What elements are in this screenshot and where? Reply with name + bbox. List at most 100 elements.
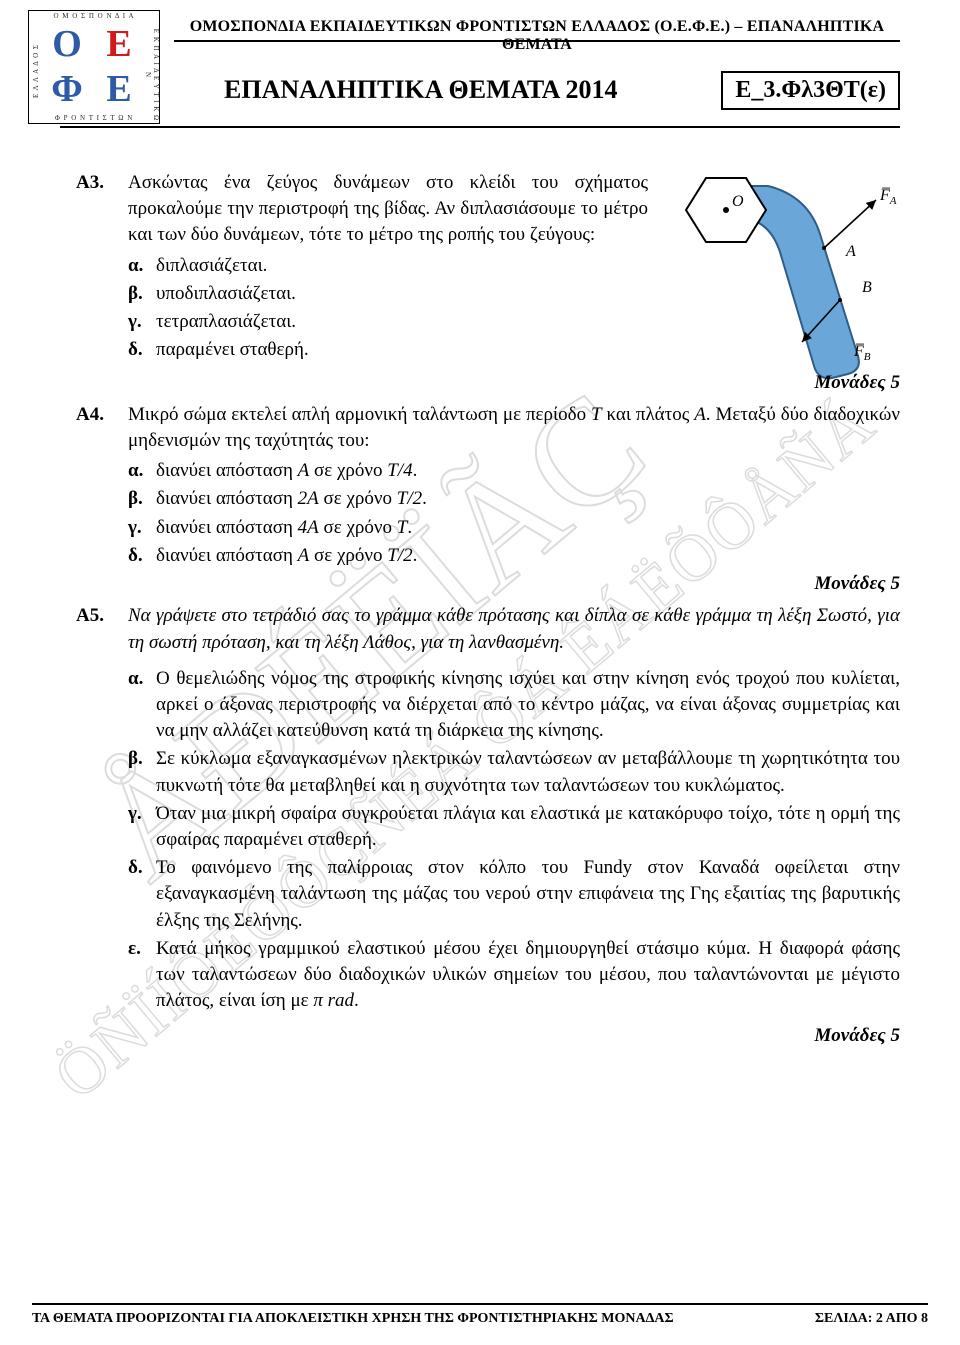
a5-marks: Μονάδες 5: [128, 1023, 900, 1049]
a5-opt-e: ε. Κατά μήκος γραμμικού ελαστικού μέσου …: [128, 936, 900, 1015]
a4d-T: Τ/2: [387, 545, 412, 566]
opt-label-b: β.: [128, 746, 156, 798]
a4a-p2: σε χρόνο: [309, 460, 387, 481]
a5-options: α. Ο θεμελιώδης νόμος της στροφικής κίνη…: [128, 666, 900, 1015]
a5-opt-c-text: Όταν μια μικρή σφαίρα συγκρούεται πλάγια…: [156, 801, 900, 853]
org-line: ΟΜΟΣΠΟΝΔΙΑ ΕΚΠΑΙΔΕΥΤΙΚΩΝ ΦΡΟΝΤΙΣΤΩΝ ΕΛΛΑ…: [174, 18, 900, 54]
a5-opt-c: γ. Όταν μια μικρή σφαίρα συγκρούεται πλά…: [128, 801, 900, 853]
opt-label-d: δ.: [128, 543, 156, 569]
logo-letter-e2: Ε: [93, 66, 145, 111]
a4-T: Τ: [591, 404, 602, 425]
logo-text-left: Ε Λ Λ Α Δ Ο Σ: [32, 36, 40, 106]
a5-opt-d-text: Το φαινόμενο της παλίρροιας στον κόλπο τ…: [156, 855, 900, 934]
a4-opt-a: α. διανύει απόσταση Α σε χρόνο Τ/4.: [128, 458, 900, 484]
a4-opt-c-text: διανύει απόσταση 4Α σε χρόνο Τ.: [156, 515, 900, 541]
a3-number: Α3.: [76, 170, 128, 366]
logo-letter-e1: Ε: [93, 21, 145, 66]
exam-code-box: Ε_3.Φλ3ΘΤ(ε): [721, 71, 900, 110]
a4-A: Α: [694, 404, 706, 425]
a5e-p2: π rad: [313, 990, 354, 1011]
a3-marks: Μονάδες 5: [76, 370, 900, 396]
opt-label-d: δ.: [128, 855, 156, 934]
logo-text-top: Ο Μ Ο Σ Π Ο Ν Δ Ι Α: [41, 12, 147, 20]
a4-body: Μικρό σώμα εκτελεί απλή αρμονική ταλάντω…: [128, 402, 900, 600]
opt-label-a: α.: [128, 666, 156, 745]
a4b-p1: διανύει απόσταση: [156, 488, 298, 509]
a3-opt-c-text: τετραπλασιάζεται.: [156, 309, 900, 335]
a4d-p3: .: [413, 545, 418, 566]
a3-options: α. διπλασιάζεται. β. υποδιπλασιάζεται. γ…: [128, 253, 900, 364]
title-row: ΕΠΑΝΑΛΗΠΤΙΚΑ ΘΕΜΑΤΑ 2014 Ε_3.Φλ3ΘΤ(ε): [174, 68, 900, 112]
opt-label-c: γ.: [128, 801, 156, 853]
a5e-p1: Κατά μήκος γραμμικού ελαστικού μέσου έχε…: [156, 938, 900, 1011]
a4-options: α. διανύει απόσταση Α σε χρόνο Τ/4. β. δ…: [128, 458, 900, 569]
a4b-T: Τ/2: [397, 488, 422, 509]
a4d-A: Α: [298, 545, 310, 566]
a4-stem-b: και πλάτος: [602, 404, 695, 425]
a5-opt-e-text: Κατά μήκος γραμμικού ελαστικού μέσου έχε…: [156, 936, 900, 1015]
opt-label-d: δ.: [128, 337, 156, 363]
a5-opt-b: β. Σε κύκλωμα εξαναγκασμένων ηλεκτρικών …: [128, 746, 900, 798]
opt-label-e: ε.: [128, 936, 156, 1015]
footer-left: ΤΑ ΘΕΜΑΤΑ ΠΡΟΟΡΙΖΟΝΤΑΙ ΓΙΑ ΑΠΟΚΛΕΙΣΤΙΚΗ …: [32, 1311, 674, 1327]
a4c-p3: .: [407, 517, 412, 538]
opt-label-a: α.: [128, 253, 156, 279]
a3-opt-a: α. διπλασιάζεται.: [128, 253, 900, 279]
a4-opt-d: δ. διανύει απόσταση Α σε χρόνο Τ/2.: [128, 543, 900, 569]
a4-number: Α4.: [76, 402, 128, 600]
header-rule-top: [174, 40, 900, 42]
a4-stem: Μικρό σώμα εκτελεί απλή αρμονική ταλάντω…: [128, 402, 900, 454]
a4b-p2: σε χρόνο: [319, 488, 397, 509]
a3-opt-c: γ. τετραπλασιάζεται.: [128, 309, 900, 335]
question-a4: Α4. Μικρό σώμα εκτελεί απλή αρμονική ταλ…: [76, 402, 900, 600]
logo-letter-phi: Φ: [41, 66, 93, 111]
a5-opt-a-text: Ο θεμελιώδης νόμος της στροφικής κίνησης…: [156, 666, 900, 745]
logo-text-right: Ε Κ Π Α Ι Δ Ε Υ Τ Ι Κ Ω Ν: [144, 28, 160, 122]
footer-right: ΣΕΛΙΔΑ: 2 ΑΠΟ 8: [815, 1311, 928, 1327]
question-a5: Α5. Να γράψετε στο τετράδιό σας το γράμμ…: [76, 603, 900, 1055]
a5-stem: Να γράψετε στο τετράδιό σας το γράμμα κά…: [128, 603, 900, 655]
a3-opt-a-text: διπλασιάζεται.: [156, 253, 900, 279]
a3-stem: Ασκώντας ένα ζεύγος δυνάμεων στο κλείδι …: [128, 170, 648, 249]
a4b-p3: .: [422, 488, 427, 509]
a4-opt-b: β. διανύει απόσταση 2Α σε χρόνο Τ/2.: [128, 486, 900, 512]
opt-label-c: γ.: [128, 515, 156, 541]
page: ΟΜΟΣΠΟΝΔΙΑ ΕΚΠΑΙΔΕΥΤΙΚΩΝ ΦΡΟΝΤΙΣΤΩΝ ΕΛΛΑ…: [0, 0, 960, 1345]
a4-marks: Μονάδες 5: [128, 571, 900, 597]
logo-letters: Ο Ε Φ Ε: [41, 21, 145, 111]
opt-label-b: β.: [128, 486, 156, 512]
a4a-p1: διανύει απόσταση: [156, 460, 298, 481]
a4c-A: 4Α: [298, 517, 319, 538]
a3-body: Ασκώντας ένα ζεύγος δυνάμεων στο κλείδι …: [128, 170, 900, 366]
a5-opt-b-text: Σε κύκλωμα εξαναγκασμένων ηλεκτρικών ταλ…: [156, 746, 900, 798]
a4d-p1: διανύει απόσταση: [156, 545, 298, 566]
a3-opt-b-text: υποδιπλασιάζεται.: [156, 281, 900, 307]
opt-label-c: γ.: [128, 309, 156, 335]
content-area: Α3. Ασκώντας ένα ζεύγος δυνάμεων στο κλε…: [76, 170, 900, 1059]
a4a-p3: .: [413, 460, 418, 481]
oefe-logo: Ο Μ Ο Σ Π Ο Ν Δ Ι Α Φ Ρ Ο Ν Τ Ι Σ Τ Ω Ν …: [28, 10, 160, 124]
a4-opt-b-text: διανύει απόσταση 2Α σε χρόνο Τ/2.: [156, 486, 900, 512]
a3-opt-b: β. υποδιπλασιάζεται.: [128, 281, 900, 307]
logo-text-bottom: Φ Ρ Ο Ν Τ Ι Σ Τ Ω Ν: [41, 114, 147, 122]
a4a-T: Τ/4: [387, 460, 412, 481]
a4-opt-a-text: διανύει απόσταση Α σε χρόνο Τ/4.: [156, 458, 900, 484]
a4d-p2: σε χρόνο: [309, 545, 387, 566]
a4c-p1: διανύει απόσταση: [156, 517, 298, 538]
a4c-T: Τ: [397, 517, 408, 538]
a5e-p3: .: [354, 990, 359, 1011]
a4-opt-c: γ. διανύει απόσταση 4Α σε χρόνο Τ.: [128, 515, 900, 541]
a4a-A: Α: [298, 460, 310, 481]
a4c-p2: σε χρόνο: [319, 517, 397, 538]
question-a3: Α3. Ασκώντας ένα ζεύγος δυνάμεων στο κλε…: [76, 170, 900, 366]
footer: ΤΑ ΘΕΜΑΤΑ ΠΡΟΟΡΙΖΟΝΤΑΙ ΓΙΑ ΑΠΟΚΛΕΙΣΤΙΚΗ …: [32, 1311, 928, 1327]
a5-opt-a: α. Ο θεμελιώδης νόμος της στροφικής κίνη…: [128, 666, 900, 745]
a5-number: Α5.: [76, 603, 128, 1055]
logo-letter-o: Ο: [41, 21, 93, 66]
a5-opt-d: δ. Το φαινόμενο της παλίρροιας στον κόλπ…: [128, 855, 900, 934]
footer-rule: [32, 1303, 928, 1305]
opt-label-a: α.: [128, 458, 156, 484]
a4b-A: 2Α: [298, 488, 319, 509]
a4-opt-d-text: διανύει απόσταση Α σε χρόνο Τ/2.: [156, 543, 900, 569]
a4-stem-a: Μικρό σώμα εκτελεί απλή αρμονική ταλάντω…: [128, 404, 591, 425]
